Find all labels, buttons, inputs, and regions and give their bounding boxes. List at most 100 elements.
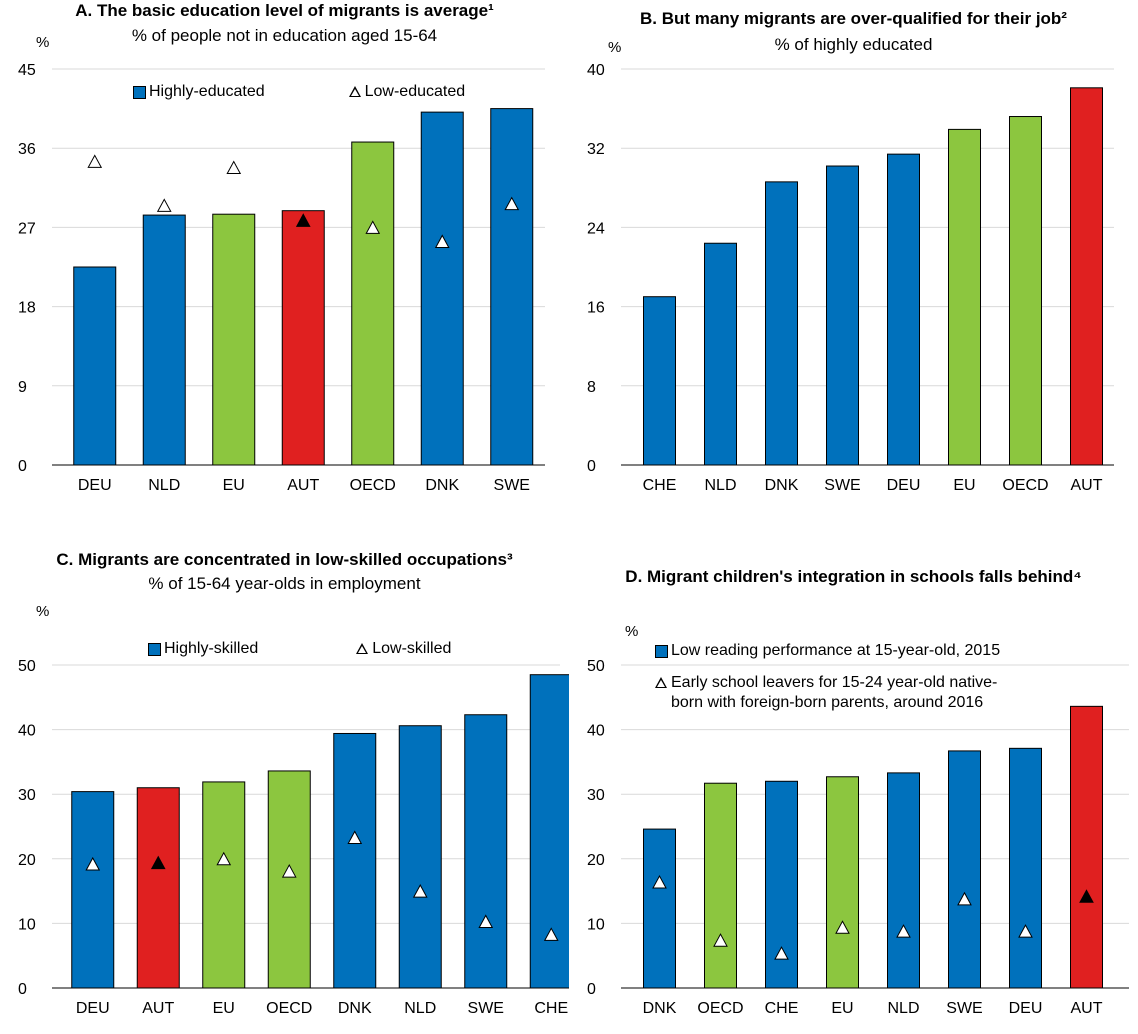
chart-c-title: C. Migrants are concentrated in low-skil… — [56, 550, 513, 569]
marker-triangle — [957, 891, 972, 906]
y-tick-label: 30 — [18, 787, 36, 804]
y-tick-label: 8 — [587, 379, 596, 396]
bar — [136, 787, 180, 989]
y-tick-label: 0 — [587, 458, 596, 475]
chart-a-subtitle: % of people not in education aged 15-64 — [131, 26, 438, 45]
marker-triangle — [347, 830, 363, 844]
legend-label-highly-educated: Highly-educated — [149, 83, 265, 100]
chart-b-title: B. But many migrants are over-qualified … — [640, 9, 1067, 28]
y-tick-label: 10 — [587, 916, 605, 933]
marker-triangle — [281, 864, 297, 878]
y-tick-label: 10 — [18, 916, 36, 933]
marker-triangle — [713, 933, 728, 947]
x-tick-label: OECD — [266, 1000, 312, 1017]
panel-b: 0 8 16 24 32 40 CHE NLD DNK SWE DEU EU OECD AUT B. Bu… — [569, 0, 1138, 517]
x-tick-label: DNK — [425, 477, 459, 494]
x-tick-label: AUT — [1071, 477, 1103, 494]
x-tick-label: DEU — [1009, 1000, 1043, 1017]
y-tick-label: 50 — [587, 658, 605, 675]
legend-label-low-reading: Low reading performance at 15-year-old, … — [671, 642, 1001, 659]
x-tick-label: OECD — [697, 1000, 743, 1017]
legend-label-low-skilled: Low-skilled — [372, 640, 452, 657]
bar — [1070, 87, 1103, 466]
bar — [142, 214, 186, 466]
x-tick-label: SWE — [494, 477, 530, 494]
marker-triangle — [226, 160, 242, 175]
bar — [281, 210, 325, 466]
bar — [765, 780, 798, 989]
bar — [1070, 705, 1103, 989]
bar — [1009, 747, 1042, 989]
bar — [1009, 116, 1042, 466]
x-tick-label: DNK — [765, 477, 799, 494]
marker-triangle — [295, 213, 311, 227]
y-tick-label: 20 — [587, 852, 605, 869]
marker-triangle — [85, 856, 101, 871]
bar — [420, 111, 464, 466]
bar — [826, 165, 859, 466]
x-tick-label: DEU — [78, 477, 112, 494]
x-tick-label: EU — [953, 477, 975, 494]
bar — [202, 781, 246, 989]
x-tick-label: SWE — [468, 1000, 504, 1017]
legend-item-low-reading: Low reading performance at 15-year-old, … — [655, 641, 1011, 661]
y-tick-label: 20 — [18, 852, 36, 869]
legend-item-highly-skilled: Highly-skilled — [148, 639, 258, 659]
legend-triangle-early-leavers — [655, 677, 667, 688]
x-tick-label: CHE — [534, 1000, 568, 1017]
bar — [212, 213, 256, 466]
bar — [643, 828, 676, 989]
bar — [826, 776, 859, 989]
legend-swatch-highly-educated — [133, 86, 146, 99]
bar — [71, 791, 115, 989]
chart-a-unit: % — [36, 34, 50, 51]
x-tick-label: OECD — [350, 477, 396, 494]
marker-triangle — [543, 927, 559, 941]
legend-swatch-low-reading — [655, 645, 668, 658]
bar — [704, 782, 737, 989]
marker-triangle — [835, 920, 850, 934]
bar — [333, 732, 377, 989]
x-tick-label: DEU — [887, 477, 921, 494]
y-tick-label: 0 — [18, 458, 27, 475]
x-tick-label: NLD — [704, 477, 736, 494]
x-tick-label: CHE — [765, 1000, 799, 1017]
y-tick-label: 0 — [18, 981, 27, 998]
marker-triangle — [478, 914, 494, 928]
y-tick-label: 50 — [18, 658, 36, 675]
legend-label-early-leavers: Early school leavers for 15-24 year-old … — [671, 674, 998, 711]
y-tick-label: 40 — [587, 723, 605, 740]
x-tick-label: SWE — [824, 477, 860, 494]
legend-item-low-skilled: Low-skilled — [356, 639, 451, 659]
marker-triangle — [216, 851, 232, 866]
y-tick-label: 40 — [587, 62, 605, 79]
x-tick-label: CHE — [643, 477, 677, 494]
y-tick-label: 0 — [587, 981, 596, 998]
marker-triangle — [504, 196, 520, 211]
marker-triangle — [774, 946, 789, 960]
marker-triangle — [652, 875, 667, 889]
y-tick-label: 24 — [587, 220, 605, 237]
y-tick-label: 40 — [18, 723, 36, 740]
bar — [948, 750, 981, 989]
legend-item-early-leavers: Early school leavers for 15-24 year-old … — [655, 673, 1011, 713]
chart-b: 0 8 16 24 32 40 CHE NLD DNK SWE DEU EU OECD AUT — [587, 62, 1114, 494]
bar — [267, 770, 311, 989]
marker-triangle — [1018, 924, 1033, 938]
bar — [529, 674, 569, 989]
marker-triangle — [412, 884, 428, 898]
x-tick-label: AUT — [142, 1000, 174, 1017]
x-tick-label: AUT — [1071, 1000, 1103, 1017]
x-tick-label: NLD — [148, 477, 180, 494]
chart-c-unit: % — [36, 603, 50, 620]
chart-b-subtitle: % of highly educated — [774, 35, 933, 54]
x-tick-label: EU — [213, 1000, 235, 1017]
chart-d-legend: Low reading performance at 15-year-old, … — [655, 641, 1011, 713]
legend-item-highly-educated: Highly-educated — [133, 82, 265, 102]
x-tick-label: DNK — [643, 1000, 677, 1017]
x-tick-label: NLD — [404, 1000, 436, 1017]
chart-d-unit: % — [625, 623, 639, 640]
marker-triangle — [434, 234, 450, 248]
chart-d-title: D. Migrant children's integration in sch… — [625, 567, 1082, 586]
bar — [464, 714, 508, 989]
